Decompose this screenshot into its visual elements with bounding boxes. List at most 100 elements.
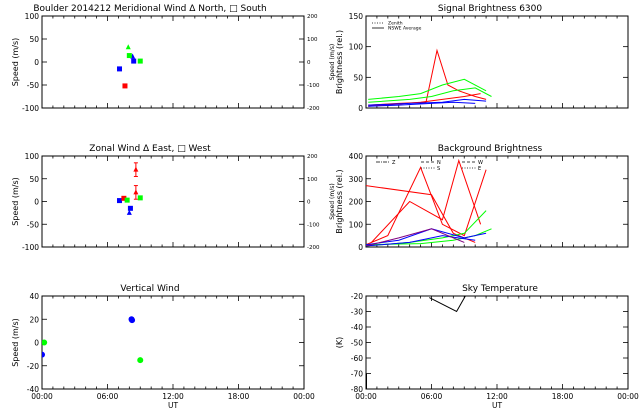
data-point [125,44,131,50]
series-line [368,78,487,100]
x-tick-label: 12:00 [162,392,184,401]
y-tick-label: 400 [349,152,364,161]
x-tick-label: 00:00 [617,392,639,401]
y-tick-label: 100 [349,43,364,52]
legend-label: W [478,160,483,166]
x-axis-label: UT [492,401,502,410]
y-tick-label: 20 [29,315,39,324]
data-point [117,66,123,72]
legend-label: NSWE Average [388,26,422,32]
chart-title: Background Brightness [438,144,543,154]
y-tick-label: -100 [22,243,39,252]
plot-frame [41,155,305,248]
chart-signal: Signal Brightness 6300 150 100 50 0 Brightnes… [335,4,629,113]
y-axis-label: Speed (m/s) [11,38,20,87]
y-tick-label: -80 [351,385,363,394]
y-tick-label: 50 [29,175,39,184]
y-tick-label: 150 [349,12,364,21]
data-point [122,83,128,89]
y-tick-label: 50 [353,73,363,82]
y2-tick-label: -100 [307,83,320,89]
legend-label: S [437,166,440,172]
series-line [366,228,492,246]
y-tick-label: -30 [351,308,363,317]
chart-title: Zonal Wind Δ East, □ West [89,144,211,154]
x-tick-label: 00:00 [293,392,315,401]
y-axis-label: Brightness (rel.) [335,169,344,233]
y2-axis-label: Speed (m/s) [329,183,336,219]
y-tick-label: 50 [29,35,39,44]
series-line [371,158,482,243]
y2-tick-label: -200 [307,106,320,112]
chart-skytemp: Sky Temperature -20 -30 -40 -50 -60 -70 -80 (K) 0… [335,284,639,410]
data-point [42,339,48,346]
data-point [126,209,132,215]
y-tick-label: 0 [358,104,363,113]
data-layer [366,296,466,389]
y2-tick-label: 200 [307,154,318,160]
y-tick-label: -70 [351,370,363,379]
y-axis-label: (K) [335,337,344,349]
legend-label: N [437,160,441,166]
data-layer [117,44,143,89]
y-tick-label: 100 [349,220,364,229]
chart-title: Signal Brightness 6300 [438,4,542,14]
y-tick-label: 100 [25,12,40,21]
y2-tick-label: 0 [307,200,311,206]
y-tick-label: 100 [25,152,40,161]
chart-title: Sky Temperature [462,284,538,294]
y2-tick-label: 0 [307,60,311,66]
y-tick-label: -20 [351,292,363,301]
y-tick-label: -100 [22,104,39,113]
data-point [127,205,133,211]
y2-tick-label: 100 [307,177,318,183]
series-line [366,235,476,247]
y-tick-label: 0 [34,58,39,67]
data-point [137,195,143,201]
y2-axis-label: Speed (m/s) [329,44,336,80]
series-line [368,87,492,103]
series-line [366,210,487,247]
x-tick-label: 00:00 [31,392,53,401]
y-tick-label: -50 [27,81,39,90]
data-layer [368,48,492,107]
data-layer [42,316,144,364]
y-tick-label: 0 [358,243,363,252]
x-tick-label: 06:00 [97,392,119,401]
y2-tick-label: -100 [307,222,320,228]
chart-background: Background Brightness 400 300 200 100 0 Bright… [335,144,629,252]
plot-frame [365,295,629,390]
x-tick-label: 18:00 [228,392,250,401]
x-tick-label: 12:00 [486,392,508,401]
chart-meridional: Boulder 2014212 Meridional Wind Δ North,… [11,4,336,113]
legend-label: Z [392,160,396,166]
x-tick-label: 18:00 [552,392,574,401]
data-point [126,53,132,59]
y-tick-label: 0 [34,339,39,348]
data-point [133,166,139,172]
y-tick-label: -50 [27,220,39,229]
legend-label: Zenith [388,21,403,27]
data-point [124,197,130,203]
y-tick-label: -20 [27,362,39,371]
y-tick-label: -60 [351,354,363,363]
y2-tick-label: -200 [307,245,320,251]
chart-zonal: Zonal Wind Δ East, □ West 100 50 0 -50 -100 20… [11,144,336,252]
series-line [429,296,466,313]
y-tick-label: 40 [29,292,39,301]
data-point [42,351,45,358]
charts-layer: Boulder 2014212 Meridional Wind Δ North,… [11,4,639,410]
data-point [131,58,137,64]
series-line [366,228,465,247]
y2-tick-label: 100 [307,37,318,43]
legend: Z NS WE [376,160,483,172]
y-tick-label: 200 [349,198,364,207]
plot-frame [41,295,305,390]
y-tick-label: -40 [351,323,363,332]
y-tick-label: 0 [34,198,39,207]
data-layer [117,162,143,215]
y-axis-label: Speed (m/s) [11,177,20,226]
y-tick-label: -40 [27,385,39,394]
